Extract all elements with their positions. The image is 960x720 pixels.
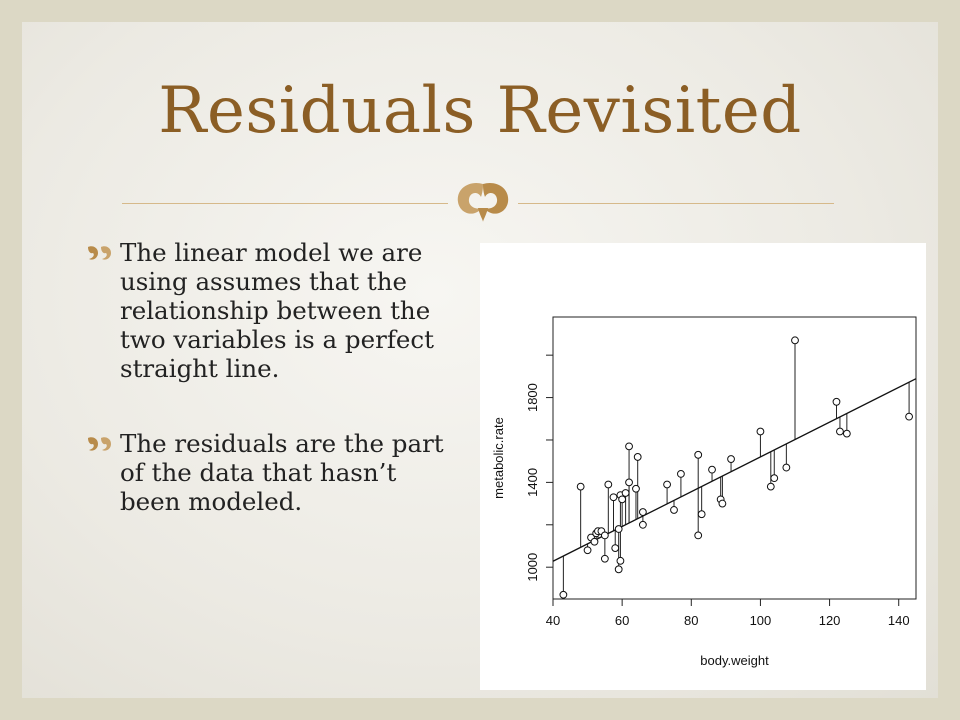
scatter-plot: 40 60 80 100 120 140 1000 1400 1800 body.weight… bbox=[491, 316, 917, 668]
x-tick-label: 60 bbox=[615, 613, 629, 628]
data-point bbox=[583, 546, 592, 555]
title-divider-right bbox=[518, 203, 834, 204]
y-tick-label: 1000 bbox=[525, 553, 540, 582]
data-point bbox=[638, 508, 647, 516]
data-point bbox=[782, 463, 791, 472]
data-point bbox=[614, 525, 623, 533]
title-divider-left bbox=[122, 203, 448, 204]
data-point bbox=[633, 453, 642, 461]
data-point bbox=[694, 531, 703, 540]
fleuron-icon bbox=[457, 182, 509, 222]
double-quote-bullet-icon bbox=[88, 437, 111, 451]
plot-frame bbox=[552, 316, 917, 600]
bullet-list: The linear model we are using assumes th… bbox=[86, 238, 456, 562]
data-point bbox=[708, 465, 716, 474]
slide-title: Residuals Revisited bbox=[158, 74, 802, 148]
scatter-plot-panel: 40 60 80 100 120 140 1000 1400 1800 body.weight… bbox=[480, 243, 926, 690]
y-tick-label: 1800 bbox=[525, 383, 540, 412]
y-tick-label: 1400 bbox=[525, 468, 540, 497]
data-point bbox=[727, 455, 735, 463]
data-point bbox=[559, 590, 568, 599]
x-tick-label: 80 bbox=[684, 613, 698, 628]
data-point bbox=[832, 397, 841, 406]
data-point bbox=[625, 442, 633, 451]
data-point bbox=[905, 412, 913, 421]
regression-line bbox=[552, 378, 917, 562]
bullet-text: The linear model we are using assumes th… bbox=[120, 238, 434, 383]
x-axis-label: body.weight bbox=[700, 653, 769, 668]
data-point bbox=[770, 474, 779, 483]
x-tick-label: 140 bbox=[888, 613, 910, 628]
data-point bbox=[604, 480, 613, 489]
data-point bbox=[590, 537, 599, 546]
data-point bbox=[611, 544, 620, 553]
x-tick-label: 120 bbox=[819, 613, 841, 628]
data-point bbox=[718, 499, 727, 508]
x-tick-label: 40 bbox=[546, 613, 560, 628]
data-point bbox=[766, 482, 775, 491]
data-point bbox=[756, 427, 765, 436]
y-axis-label: metabolic.rate bbox=[491, 417, 506, 499]
data-point bbox=[663, 480, 671, 489]
data-point bbox=[694, 450, 703, 459]
data-point bbox=[576, 482, 585, 491]
data-point bbox=[618, 495, 627, 504]
x-tick-label: 100 bbox=[750, 613, 772, 628]
data-point bbox=[621, 489, 630, 497]
bullet-item: The linear model we are using assumes th… bbox=[86, 238, 456, 383]
data-point bbox=[600, 531, 609, 540]
data-point bbox=[625, 478, 633, 487]
data-point bbox=[677, 470, 685, 478]
data-point bbox=[836, 427, 844, 436]
data-point bbox=[791, 336, 799, 345]
bullet-item: The residuals are the part of the data t… bbox=[86, 429, 456, 516]
data-point bbox=[616, 556, 625, 565]
data-point bbox=[697, 510, 706, 519]
data-point bbox=[842, 429, 851, 438]
data-point bbox=[632, 484, 640, 493]
data-point bbox=[600, 554, 609, 563]
bullet-text: The residuals are the part of the data t… bbox=[120, 429, 444, 516]
data-point bbox=[609, 493, 618, 502]
data-point bbox=[670, 506, 678, 514]
data-point bbox=[614, 565, 623, 574]
data-point bbox=[638, 520, 647, 529]
double-quote-bullet-icon bbox=[88, 246, 111, 260]
